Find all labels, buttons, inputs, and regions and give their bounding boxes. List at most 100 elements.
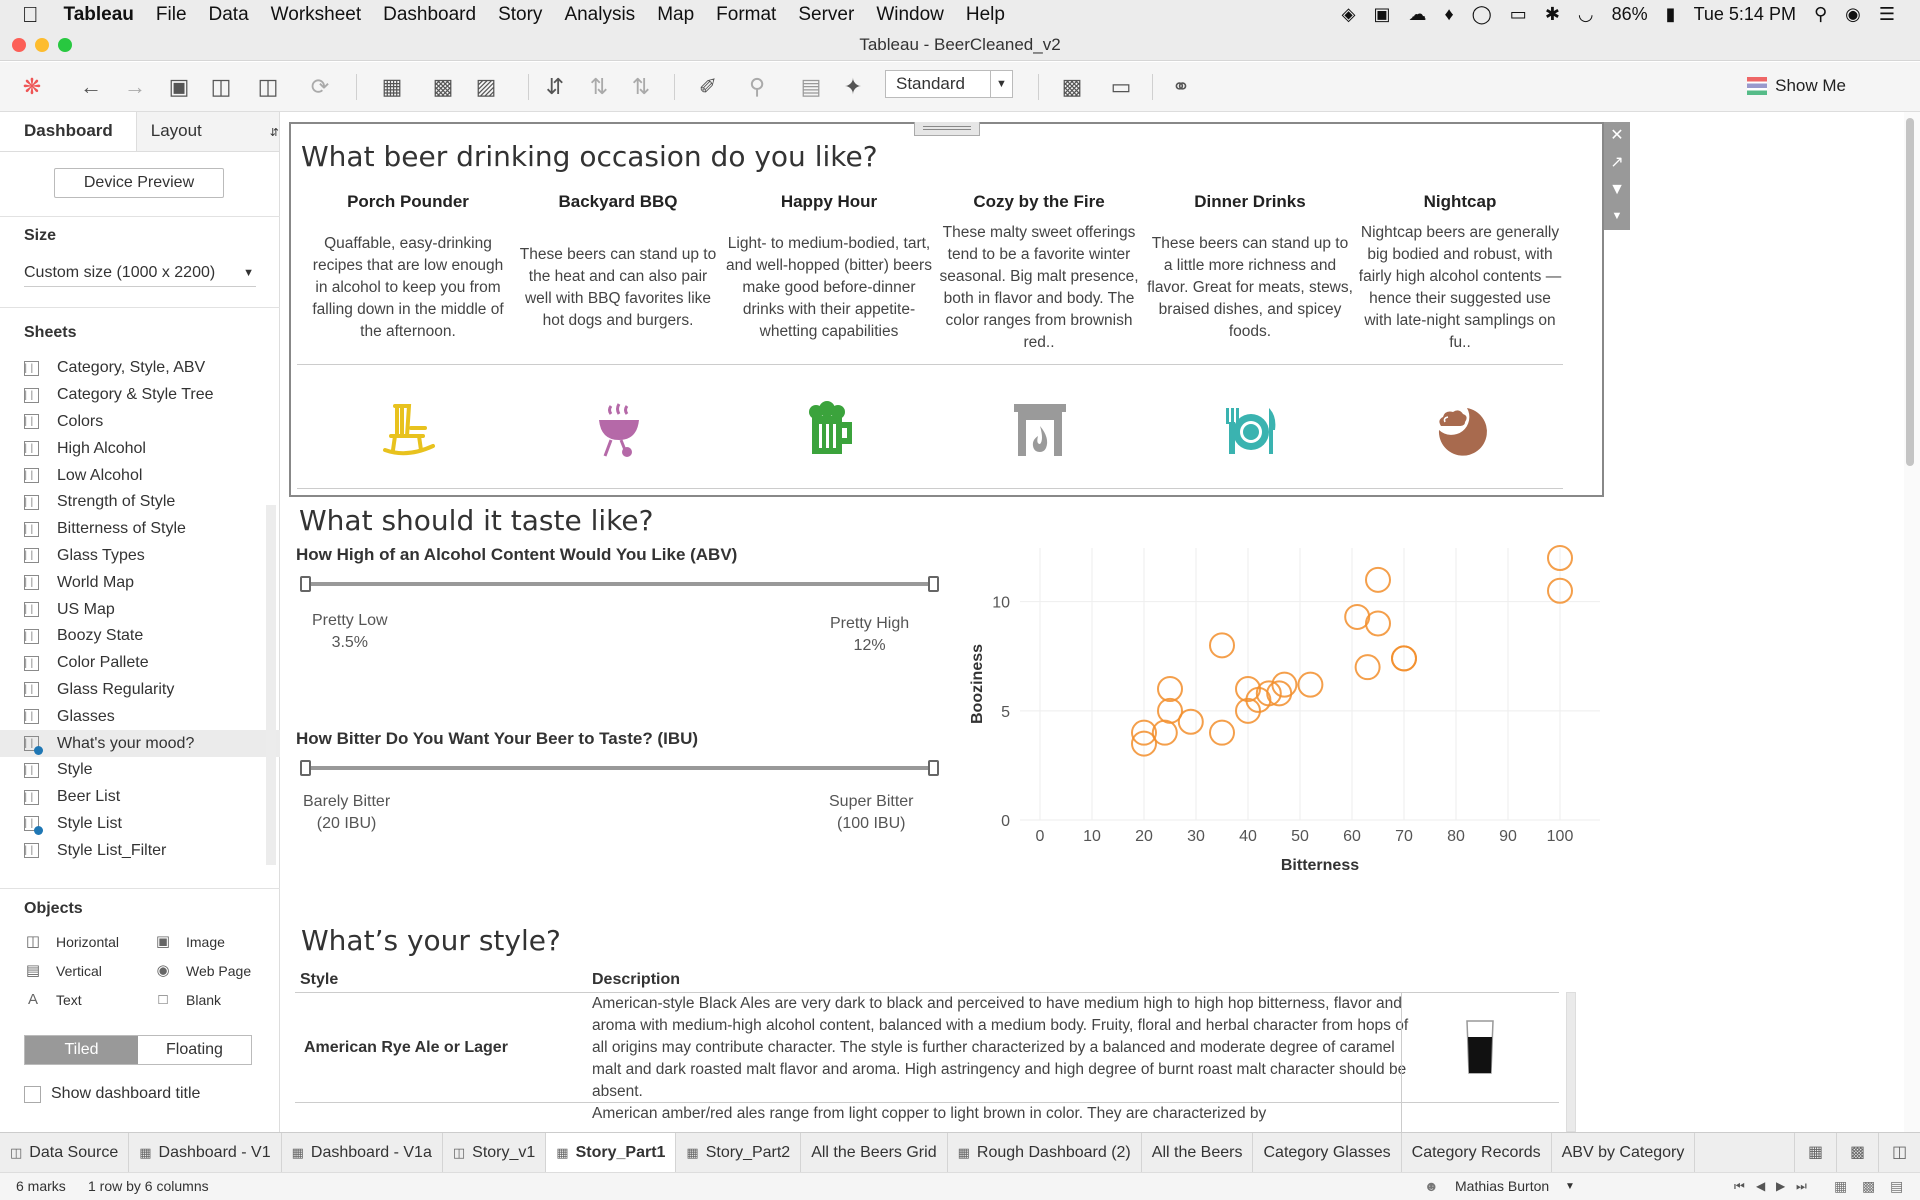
user-menu-caret-icon[interactable]: ▼ — [1565, 1181, 1575, 1192]
occasion-dinner-drinks[interactable]: Dinner Drinks These beers can stand up to… — [1145, 192, 1355, 352]
minimize-window-button[interactable] — [35, 38, 49, 52]
creative-cloud-icon[interactable]: ◯ — [1471, 4, 1492, 24]
undo-icon[interactable]: ← — [80, 74, 102, 99]
move-handle[interactable] — [914, 122, 980, 136]
menu-map[interactable]: Map — [640, 3, 694, 25]
new-datasource-icon[interactable]: ◫ — [210, 74, 232, 99]
share-icon[interactable]: ⚭ — [1171, 74, 1191, 99]
highlight-icon[interactable]: ✐ — [698, 74, 718, 99]
menu-worksheet[interactable]: Worksheet — [254, 3, 361, 25]
show-me-button[interactable]: Show Me — [1747, 76, 1846, 96]
sheet-item[interactable]: ▏▏ Style List_Filter — [0, 837, 280, 864]
show-cards-icon[interactable]: ▩ — [1061, 74, 1083, 99]
data-point[interactable] — [1354, 654, 1381, 681]
go-to-sheet-icon[interactable]: ↗ — [1610, 154, 1624, 171]
menu-format[interactable]: Format — [699, 3, 776, 25]
data-point[interactable] — [1547, 577, 1573, 604]
data-point[interactable] — [1157, 697, 1183, 724]
occasion-happy-hour[interactable]: Happy Hour Light- to medium-bodied, tart,… — [724, 192, 934, 352]
sheet-item[interactable]: ▏▏ Colors — [0, 409, 280, 436]
tabs-view-icon[interactable]: ▤ — [1890, 1178, 1904, 1194]
duplicate-sheet-icon[interactable]: ▩ — [432, 74, 454, 99]
data-point[interactable] — [1365, 610, 1391, 637]
menu-file[interactable]: File — [139, 3, 187, 25]
tab-sheet[interactable]: Category Records — [1402, 1133, 1552, 1173]
data-point[interactable] — [1157, 676, 1183, 702]
menu-server[interactable]: Server — [781, 3, 854, 25]
tab-data-source[interactable]: ◫ Data Source — [0, 1133, 130, 1173]
sheet-item[interactable]: ▏▏ Style — [0, 757, 280, 784]
sheet-item[interactable]: ▏▏ Glass Regularity — [0, 677, 280, 704]
new-dashboard-icon[interactable]: ▩ — [1836, 1133, 1878, 1173]
presentation-mode-icon[interactable]: ▭ — [1110, 74, 1132, 99]
sheets-scrollbar[interactable] — [266, 505, 276, 865]
occasion-porch-pounder[interactable]: Porch Pounder Quaffable, easy-drinking re… — [303, 192, 513, 352]
object-vertical[interactable]: ▤ Vertical — [24, 963, 102, 980]
object-image[interactable]: ▣ Image — [154, 934, 225, 951]
tiled-button[interactable]: Tiled — [25, 1036, 138, 1064]
menu-dashboard[interactable]: Dashboard — [366, 3, 476, 25]
tab-layout[interactable]: Layout ⇵ — [135, 112, 279, 151]
airplay-icon[interactable]: ▭ — [1509, 4, 1527, 24]
spotlight-icon[interactable]: ⚲ — [1813, 4, 1828, 24]
sheet-item[interactable]: ▏▏ Beer List — [0, 784, 280, 811]
data-point[interactable] — [1547, 545, 1573, 571]
show-dashboard-title[interactable]: Show dashboard title — [24, 1085, 200, 1103]
new-worksheet-icon[interactable]: ▦ — [381, 74, 403, 99]
data-point[interactable] — [1344, 603, 1371, 630]
fit-select[interactable]: Standard ▼ — [885, 70, 1013, 98]
close-window-button[interactable] — [12, 38, 26, 52]
object-blank[interactable]: □ Blank — [154, 992, 221, 1009]
slider-min-handle[interactable] — [300, 576, 311, 592]
data-point[interactable] — [1131, 719, 1157, 746]
data-point[interactable] — [1209, 632, 1235, 659]
sheet-item[interactable]: ▏▏ High Alcohol — [0, 435, 280, 462]
size-select[interactable]: Custom size (1000 x 2200) ▼ — [24, 260, 256, 287]
floating-button[interactable]: Floating — [166, 1041, 223, 1058]
tab-dashboard[interactable]: ▦ Dashboard - V1 — [129, 1133, 282, 1173]
occasion-container[interactable]: What beer drinking occasion do you like?… — [289, 122, 1604, 497]
menu-window[interactable]: Window — [859, 3, 944, 25]
more-options-icon[interactable]: ▼ — [1611, 210, 1623, 222]
slider-min-handle[interactable] — [300, 760, 311, 776]
occasion-cozy-by-the-fire[interactable]: Cozy by the Fire These malty sweet offeri… — [934, 192, 1144, 352]
object-web-page[interactable]: ◉ Web Page — [154, 963, 251, 980]
sheet-item[interactable]: ▏▏ Color Pallete — [0, 650, 280, 677]
data-point[interactable] — [1255, 680, 1282, 707]
sorter-view-icon[interactable]: ▩ — [1862, 1178, 1876, 1194]
sheet-item[interactable]: ▏▏ Strength of Style — [0, 489, 280, 516]
sheet-item[interactable]: ▏▏ Category & Style Tree — [0, 382, 280, 409]
data-point[interactable] — [1209, 719, 1235, 746]
last-sheet-icon[interactable]: ⏭ — [1796, 1179, 1807, 1193]
sheet-item[interactable]: ▏▏ Style List — [0, 811, 280, 838]
object-text[interactable]: A Text — [24, 992, 82, 1009]
fix-axes-icon[interactable]: ✦ — [843, 74, 863, 99]
device-preview-button[interactable]: Device Preview — [54, 168, 224, 198]
first-sheet-icon[interactable]: ⏮ — [1734, 1179, 1745, 1193]
sheet-item[interactable]: ▏▏ US Map — [0, 596, 280, 623]
bluetooth-icon[interactable]: ✱ — [1544, 4, 1560, 24]
sheet-item[interactable]: ▏▏ Bitterness of Style — [0, 516, 280, 543]
battery-icon[interactable]: ▮ — [1665, 4, 1676, 24]
apple-icon[interactable]:  — [0, 2, 53, 28]
canvas-scroll-thumb[interactable] — [1906, 118, 1914, 466]
moon-cloud-icon[interactable] — [1431, 400, 1491, 460]
sort-ascending-icon[interactable]: ⇅ — [589, 74, 609, 99]
refresh-icon[interactable]: ⟳ — [310, 74, 330, 99]
tab-story[interactable]: ◫ Story_v1 — [443, 1133, 547, 1173]
data-point[interactable] — [1266, 680, 1293, 707]
new-worksheet-icon[interactable]: ▦ — [1794, 1133, 1836, 1173]
swap-axes-icon[interactable]: ⇵ — [545, 74, 565, 99]
grill-icon[interactable] — [589, 400, 649, 460]
plate-icon[interactable] — [1221, 400, 1281, 460]
zoom-window-button[interactable] — [58, 38, 72, 52]
data-point[interactable] — [1131, 730, 1157, 757]
tab-sheet[interactable]: All the Beers Grid — [801, 1133, 948, 1173]
sheet-item-selected[interactable]: ▏▏ What's your mood? — [0, 730, 280, 757]
clock[interactable]: Tue 5:14 PM — [1693, 4, 1796, 24]
cloud-icon[interactable]: ☁ — [1408, 4, 1427, 24]
data-point[interactable] — [1297, 671, 1324, 698]
menu-help[interactable]: Help — [949, 3, 1005, 25]
tab-dashboard[interactable]: Dashboard — [0, 112, 136, 151]
table-scrollbar[interactable] — [1566, 992, 1576, 1132]
